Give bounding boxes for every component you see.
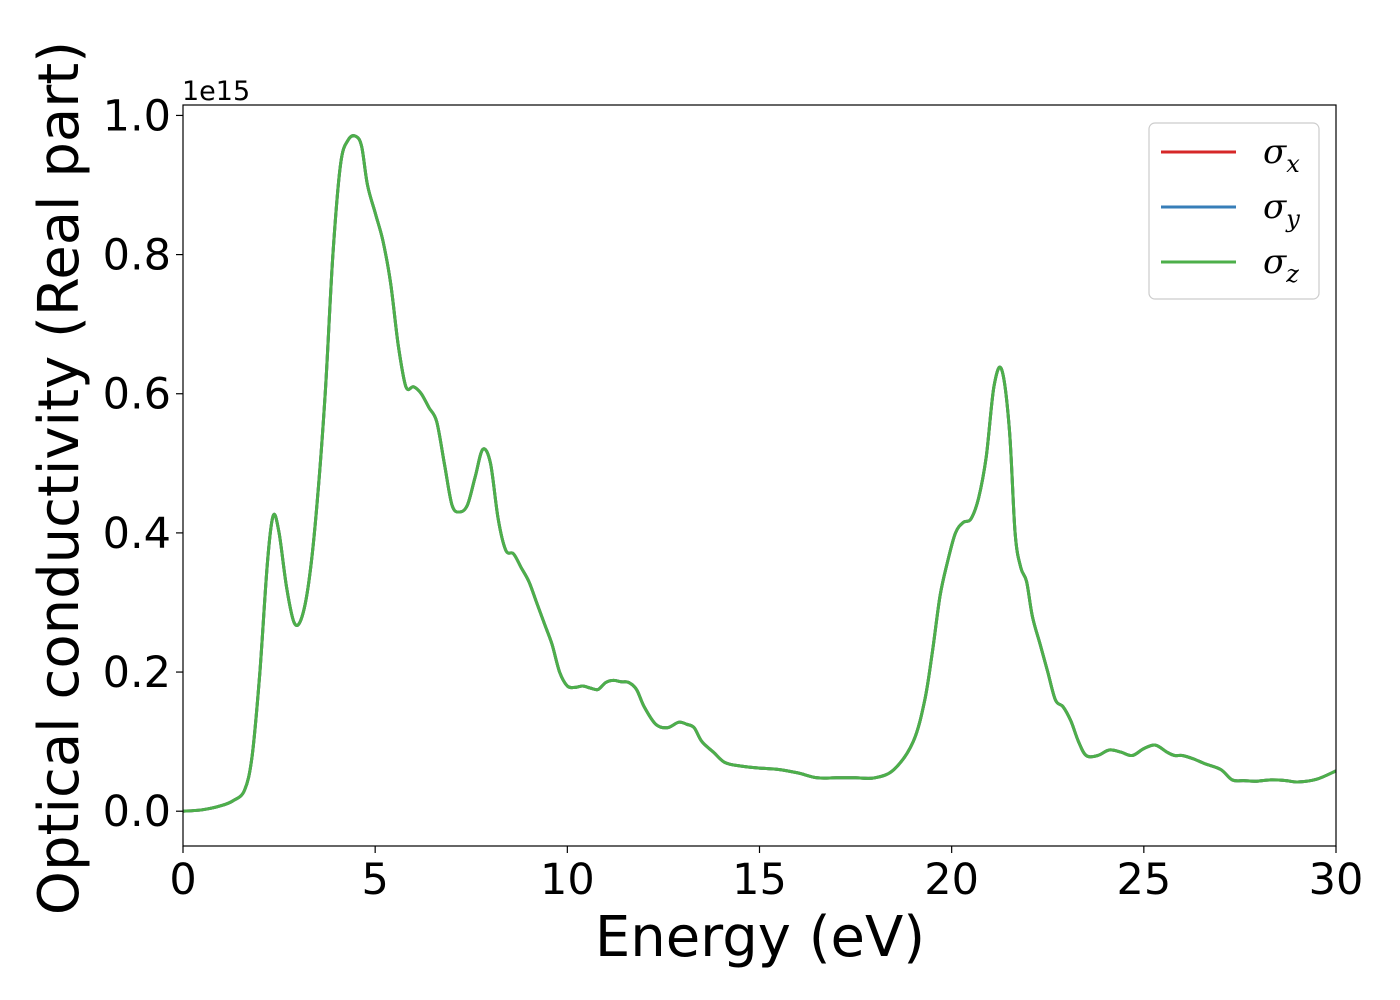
x-tick-label: 15 — [732, 855, 787, 905]
legend-box — [1148, 122, 1320, 300]
y-tick-label: 0.2 — [103, 648, 171, 698]
x-tick-label: 30 — [1309, 855, 1364, 905]
x-tick-label: 25 — [1116, 855, 1171, 905]
x-tick-label: 0 — [169, 855, 196, 905]
legend-label-y: σy — [1263, 187, 1300, 233]
series-line-z — [183, 134, 1336, 813]
y-axis-title: Optical conductivity (Real part) — [27, 41, 92, 915]
x-axis-title: Energy (eV) — [595, 905, 925, 970]
y-offset-label: 1e15 — [182, 76, 250, 107]
plot-area — [182, 104, 1337, 847]
x-tick-label: 5 — [361, 855, 388, 905]
y-tick-label: 0.4 — [103, 509, 171, 559]
y-tick-label: 1.0 — [103, 91, 171, 141]
x-tick-label: 10 — [540, 855, 595, 905]
legend: σx σy σz — [1148, 122, 1320, 300]
legend-label-x: σx — [1263, 132, 1300, 178]
y-axis: 0.0 0.2 0.4 0.6 0.8 1.0 — [103, 91, 183, 837]
legend-label-z: σz — [1263, 242, 1299, 288]
x-tick-label: 20 — [924, 855, 979, 905]
y-tick-label: 0.0 — [103, 787, 171, 837]
x-axis: 0 5 10 15 20 25 30 — [169, 846, 1363, 905]
y-tick-label: 0.6 — [103, 370, 171, 420]
y-tick-label: 0.8 — [103, 231, 171, 281]
